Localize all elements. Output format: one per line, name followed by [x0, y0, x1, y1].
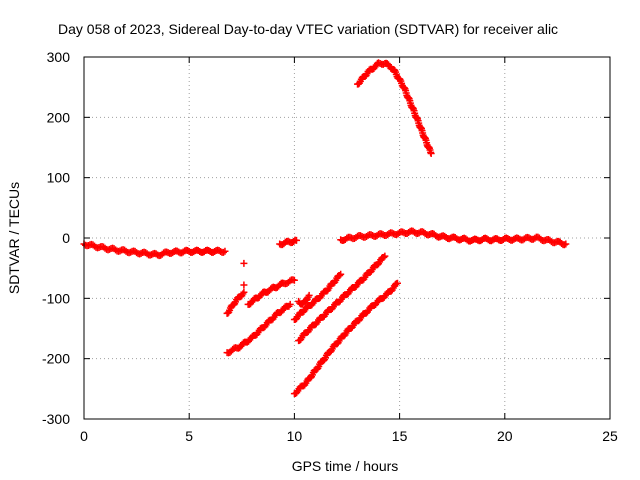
- x-tick-label: 10: [287, 428, 303, 444]
- data-point-marker: [305, 291, 313, 299]
- data-point-marker: [240, 281, 248, 289]
- y-tick-label: 0: [62, 230, 70, 246]
- x-tick-label: 25: [602, 428, 618, 444]
- data-point-marker: [427, 150, 435, 158]
- data-point-marker: [336, 271, 344, 279]
- data-point-marker: [219, 248, 227, 256]
- y-tick-label: -200: [42, 351, 70, 367]
- data-point-marker: [562, 240, 570, 248]
- data-point-marker: [255, 293, 263, 301]
- data-point-marker: [247, 300, 255, 308]
- y-tick-label: 300: [47, 49, 71, 65]
- data-point-marker: [393, 279, 401, 287]
- data-point-marker: [240, 259, 248, 267]
- x-tick-label: 20: [497, 428, 513, 444]
- data-point-marker: [221, 247, 229, 255]
- y-tick-label: -100: [42, 290, 70, 306]
- x-tick-label: 15: [392, 428, 408, 444]
- x-tick-label: 0: [80, 428, 88, 444]
- y-tick-label: 100: [47, 170, 71, 186]
- chart-title: Day 058 of 2023, Sidereal Day-to-day VTE…: [58, 21, 558, 37]
- data-point-marker: [236, 344, 244, 352]
- y-tick-label: 200: [47, 109, 71, 125]
- data-point-marker: [240, 288, 248, 296]
- data-point-marker: [290, 276, 298, 284]
- data-point-marker: [381, 252, 389, 260]
- data-point-marker: [286, 300, 294, 308]
- data-point-marker: [375, 59, 383, 67]
- x-axis-label: GPS time / hours: [292, 458, 399, 474]
- data-point-marker: [293, 236, 301, 244]
- y-axis-label: SDTVAR / TECUs: [6, 182, 22, 294]
- data-point-marker: [380, 253, 388, 261]
- ticks-layer: 0 5 10 15 20 25 -300 -200 -100 0 100 200 300: [42, 49, 618, 444]
- y-tick-label: -300: [42, 411, 70, 427]
- data-point-marker: [337, 270, 345, 278]
- x-tick-label: 5: [185, 428, 193, 444]
- data-layer: [80, 59, 570, 398]
